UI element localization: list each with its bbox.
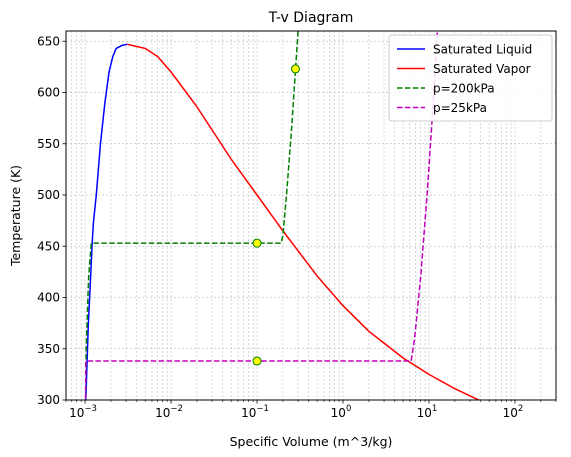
- ticks: 300 350 400 450 500 550 600 650 10−3 10−2 10−1 100 1…: [37, 34, 557, 420]
- state-point-marker: [290, 64, 300, 74]
- y-tick-label: 400: [37, 291, 60, 305]
- y-tick-label: 350: [37, 342, 60, 356]
- state-point-marker: [252, 238, 262, 248]
- series-line-saturated-vapor: [127, 43, 481, 400]
- x-tick-label: 102: [503, 404, 524, 420]
- x-tick-label: 10−2: [155, 404, 183, 420]
- legend-label: Saturated Liquid: [433, 43, 532, 57]
- plot-frame: [65, 30, 557, 401]
- y-tick-label: 600: [37, 86, 60, 100]
- state-point-marker: [252, 356, 262, 366]
- legend-label: p=25kPa: [433, 101, 487, 115]
- x-axis-label: Specific Volume (m^3/kg): [230, 434, 393, 449]
- legend-label: Saturated Vapor: [433, 62, 531, 76]
- legend: Saturated Liquid Saturated Vapor p=200kPa p…: [388, 34, 553, 122]
- y-tick-label: 650: [37, 34, 60, 48]
- legend-label: p=200kPa: [433, 82, 495, 96]
- x-tick-label: 10−1: [241, 404, 269, 420]
- y-tick-label: 550: [37, 137, 60, 151]
- y-axis-label: Temperature (K): [8, 165, 23, 267]
- y-tick-label: 500: [37, 188, 60, 202]
- series-line-p-200kpa: [84, 31, 299, 400]
- x-tick-label: 101: [417, 404, 438, 420]
- chart-title: T-v Diagram: [268, 10, 354, 26]
- y-tick-label: 300: [37, 393, 60, 407]
- series-line-saturated-liquid: [85, 43, 128, 400]
- x-tick-label: 10−3: [69, 404, 97, 420]
- x-tick-label: 100: [331, 404, 352, 420]
- marker-layer: [252, 64, 300, 366]
- series-layer: [84, 31, 481, 400]
- legend-box: [388, 34, 553, 122]
- series-line-p-25kpa: [84, 31, 439, 400]
- y-tick-label: 450: [37, 239, 60, 253]
